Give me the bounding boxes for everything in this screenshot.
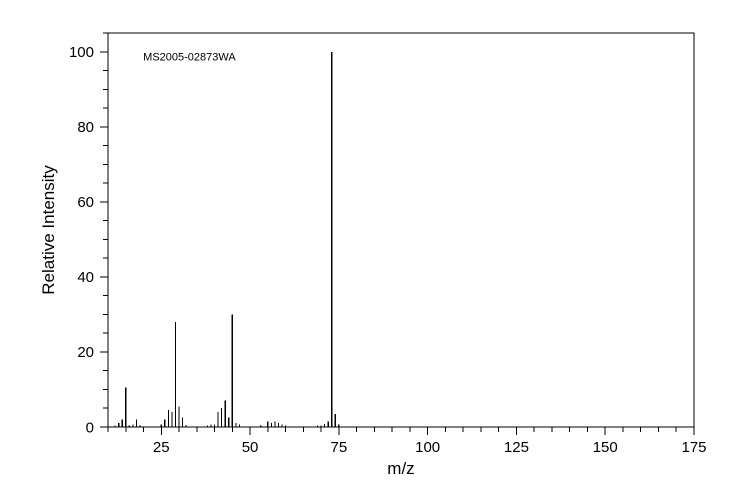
svg-text:60: 60 [77,194,94,211]
svg-text:100: 100 [415,439,440,456]
svg-text:150: 150 [593,439,618,456]
chart-svg: 255075100125150175020406080100m/zRelativ… [0,0,744,500]
svg-text:80: 80 [77,119,94,136]
svg-text:m/z: m/z [387,459,414,478]
svg-text:0: 0 [86,419,94,436]
svg-text:100: 100 [69,44,94,61]
svg-text:40: 40 [77,269,94,286]
svg-text:20: 20 [77,344,94,361]
svg-text:75: 75 [331,439,348,456]
mass-spectrum-chart: 255075100125150175020406080100m/zRelativ… [0,0,744,500]
svg-text:125: 125 [504,439,529,456]
svg-text:25: 25 [153,439,170,456]
svg-text:MS2005-02873WA: MS2005-02873WA [143,52,236,64]
svg-text:50: 50 [242,439,259,456]
svg-text:Relative Intensity: Relative Intensity [39,165,58,295]
svg-text:175: 175 [681,439,706,456]
